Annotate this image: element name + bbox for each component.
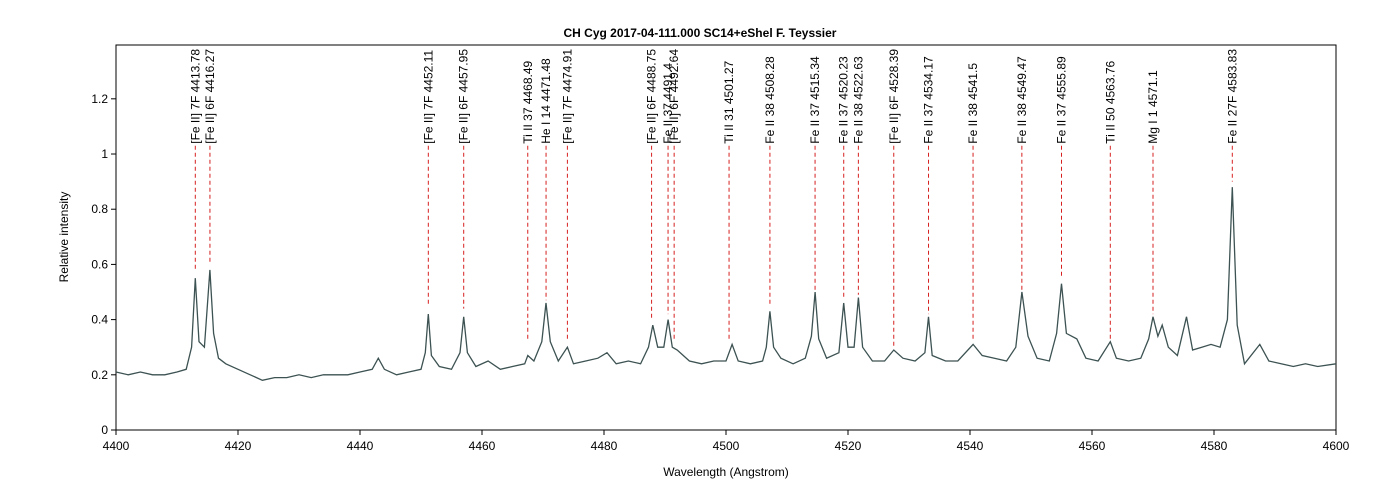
- line-label: Ti II 37 4468.49: [521, 60, 535, 143]
- y-tick-label: 0.4: [91, 313, 108, 327]
- line-label: Fe II 38 4541.5: [966, 63, 980, 144]
- x-tick-label: 4520: [835, 439, 862, 453]
- line-label: He I 14 4471.48: [539, 58, 553, 144]
- line-label: [Fe II] 7F 4413.78: [188, 49, 202, 144]
- x-tick-label: 4440: [347, 439, 374, 453]
- line-label: [Fe II] 6F 4488.75: [645, 49, 659, 144]
- line-label: [Fe II] 7F 4474.91: [560, 49, 574, 144]
- x-tick-label: 4500: [713, 439, 740, 453]
- x-tick-label: 4460: [469, 439, 496, 453]
- x-axis-label: Wavelength (Angstrom): [663, 465, 789, 479]
- line-label: Fe II 37 4491.4: [661, 63, 675, 144]
- line-label: Fe II 38 4522.63: [851, 56, 865, 144]
- line-label: [Fe II] 6F 4492.64: [667, 49, 681, 144]
- line-label: [Fe II] 6F 4528.39: [887, 49, 901, 144]
- x-tick-label: 4540: [957, 439, 984, 453]
- y-tick-label: 0: [101, 423, 108, 437]
- line-label: [Fe II] 6F 4416.27: [203, 49, 217, 144]
- y-tick-label: 0.8: [91, 202, 108, 216]
- y-tick-label: 0.6: [91, 257, 108, 271]
- y-tick-label: 1: [101, 147, 108, 161]
- line-label: [Fe II] 7F 4452.11: [421, 50, 435, 144]
- line-label: Fe II 38 4508.28: [763, 56, 777, 144]
- y-tick-label: 1.2: [91, 92, 108, 106]
- chart-title: CH Cyg 2017-04-111.000 SC14+eShel F. Tey…: [564, 26, 837, 40]
- line-label: Fe II 37 4534.17: [922, 56, 936, 144]
- line-label: Mg I 1 4571.1: [1146, 70, 1160, 144]
- x-tick-label: 4560: [1079, 439, 1106, 453]
- line-label: Ti II 31 4501.27: [722, 60, 736, 143]
- line-label: Ti II 50 4563.76: [1103, 60, 1117, 143]
- spectrum-line: [115, 187, 1337, 381]
- line-label: Fe II 38 4549.47: [1015, 56, 1029, 144]
- line-label: Fe II 27F 4583.83: [1225, 49, 1239, 144]
- x-tick-label: 4480: [591, 439, 618, 453]
- x-tick-label: 4420: [225, 439, 252, 453]
- y-axis-label: Relative intensity: [57, 192, 71, 283]
- line-label: Fe II 37 4520.23: [837, 56, 851, 144]
- line-label: [Fe II] 6F 4457.95: [457, 49, 471, 144]
- x-tick-label: 4580: [1201, 439, 1228, 453]
- y-tick-label: 0.2: [91, 368, 108, 382]
- x-tick-label: 4400: [103, 439, 130, 453]
- line-label: Fe II 37 4555.89: [1055, 56, 1069, 144]
- line-label: Fe II 37 4515.34: [808, 56, 822, 144]
- x-tick-label: 4600: [1323, 439, 1350, 453]
